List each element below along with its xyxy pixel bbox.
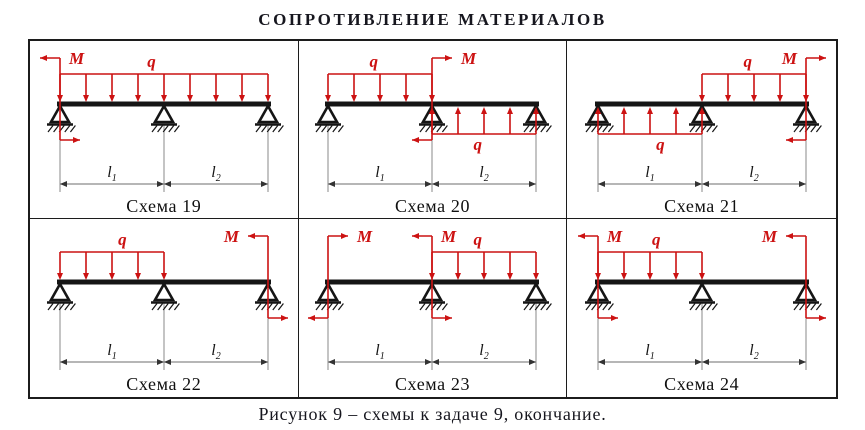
scheme-cell: l1 l2 q q M Схема 20	[298, 41, 568, 219]
beam-diagram: l1 l2 q q M	[315, 49, 553, 192]
distributed-load: q	[429, 107, 540, 154]
dimension: l1	[59, 302, 165, 370]
dimension: l1	[327, 124, 433, 192]
distributed-load: q	[56, 52, 271, 102]
scheme-label: Схема 19	[126, 196, 202, 216]
beam-diagram: l1 l2 q q M	[584, 49, 826, 192]
dimension: l2	[431, 124, 537, 192]
pin-support	[419, 281, 449, 311]
dimension: l2	[701, 124, 807, 192]
figure-caption: Рисунок 9 – схемы к задаче 9, окончание.	[258, 404, 607, 424]
load-label: q	[147, 52, 156, 71]
dimension-label: l2	[749, 164, 758, 184]
scheme-label: Схема 20	[394, 196, 471, 216]
moment-label: M	[606, 227, 623, 246]
dimension-label: l2	[480, 164, 489, 184]
pin-support	[150, 103, 180, 133]
pin-support	[792, 103, 822, 133]
dimension-label: l1	[107, 342, 116, 362]
load-label: q	[656, 135, 665, 154]
dimension-label: l1	[376, 164, 385, 184]
load-label: q	[474, 230, 483, 249]
moment: M	[308, 227, 373, 321]
moment-label: M	[761, 227, 778, 246]
moment: M	[761, 227, 826, 321]
moment: M	[781, 49, 826, 143]
scheme-cell: l1 l2 q M Схема 22	[30, 219, 299, 397]
scheme-label: Схема 22	[126, 374, 202, 394]
dimension-label: l1	[107, 164, 116, 184]
load-label: q	[743, 52, 752, 71]
moment: M	[577, 227, 623, 321]
moment-label: M	[440, 227, 457, 246]
moment: M	[39, 49, 85, 143]
load-label: q	[118, 230, 127, 249]
beam-diagram: l1 l2 q M M	[577, 227, 826, 370]
load-label: q	[652, 230, 661, 249]
pin-support	[46, 103, 76, 133]
pin-support	[688, 281, 718, 311]
pin-support	[792, 281, 822, 311]
pin-support	[584, 281, 614, 311]
moment-label: M	[68, 49, 85, 68]
moment: M	[412, 49, 477, 143]
dimension-label: l1	[645, 342, 654, 362]
distributed-load: q	[56, 230, 167, 280]
dimension-label: l2	[749, 342, 758, 362]
scheme-cell: l1 l2 q M M Схема 24	[567, 219, 836, 397]
moment-label: M	[223, 227, 240, 246]
dimension: l2	[431, 302, 537, 370]
moment: M	[412, 227, 457, 321]
dimension-label: l2	[480, 342, 489, 362]
page-title: СОПРОТИВЛЕНИЕ МАТЕРИАЛОВ	[258, 10, 607, 29]
dimension: l2	[701, 302, 807, 370]
dimension: l1	[597, 302, 703, 370]
scheme-cell: l1 l2 q q M Схема 21	[567, 41, 836, 219]
dimension-label: l2	[211, 342, 220, 362]
moment-label: M	[781, 49, 798, 68]
scheme-label: Схема 21	[664, 196, 740, 216]
dimension: l2	[163, 124, 269, 192]
pin-support	[254, 103, 284, 133]
dimension: l2	[163, 302, 269, 370]
distributed-load: q	[325, 52, 436, 102]
pin-support	[150, 281, 180, 311]
dimension: l1	[327, 302, 433, 370]
moment: M	[223, 227, 288, 321]
distributed-load: q	[594, 107, 705, 154]
scheme-cell: l1 l2 q M Схема 19	[30, 41, 299, 219]
load-label: q	[474, 135, 483, 154]
pin-support	[523, 281, 553, 311]
dimension-label: l1	[376, 342, 385, 362]
pin-support	[46, 281, 76, 311]
beam-diagram: l1 l2 q M	[46, 227, 288, 370]
dimension: l1	[59, 124, 165, 192]
pin-support	[254, 281, 284, 311]
scheme-label: Схема 23	[394, 374, 471, 394]
dimension-label: l1	[645, 164, 654, 184]
dimension-label: l2	[211, 164, 220, 184]
scheme-label: Схема 24	[664, 374, 740, 394]
beam-diagram: l1 l2 q M	[39, 49, 284, 192]
load-label: q	[370, 52, 379, 71]
scheme-cell: l1 l2 q M M Схема 23	[299, 219, 568, 397]
moment-label: M	[356, 227, 373, 246]
pin-support	[315, 281, 345, 311]
moment-label: M	[460, 49, 477, 68]
schemes-table: l1 l2 q M Схема 19 l1 l2 q q M Схема 20 l1 l2 q q M…	[28, 39, 838, 399]
pin-support	[315, 103, 345, 133]
